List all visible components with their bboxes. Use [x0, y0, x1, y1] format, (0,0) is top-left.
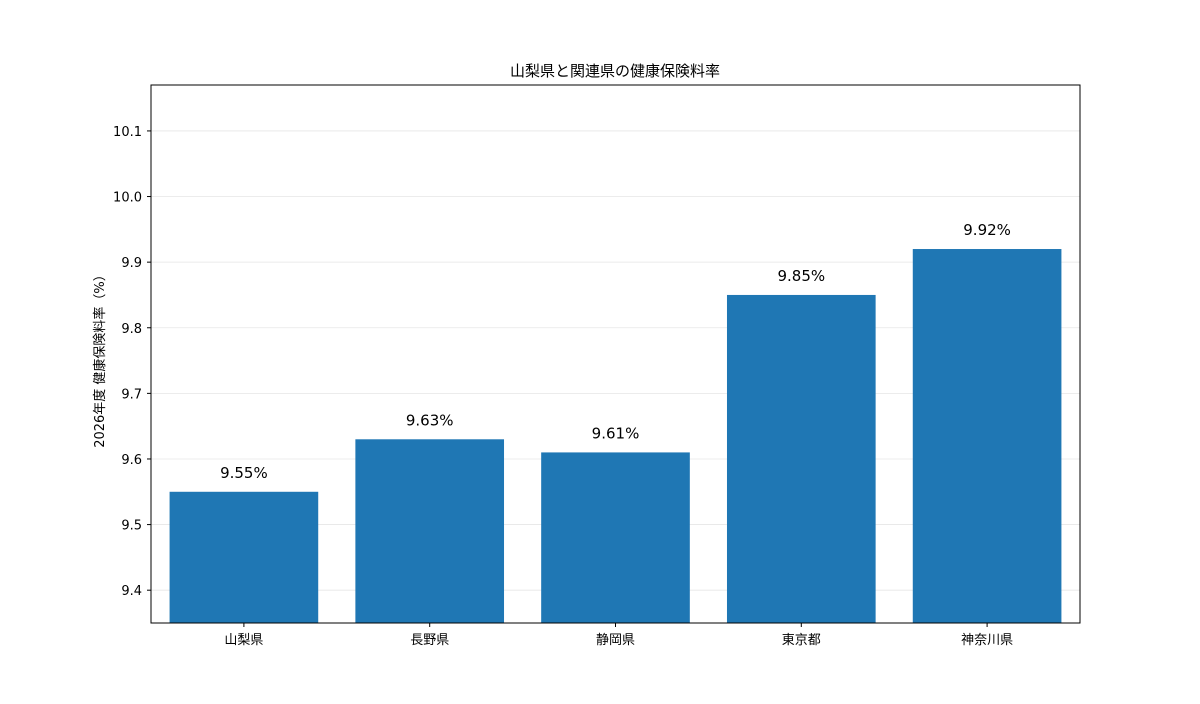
bar [912, 249, 1062, 623]
data-labels: 9.55% 9.63% 9.61% 9.85% 9.92% [220, 221, 1011, 482]
data-label: 9.61% [592, 424, 640, 442]
data-label: 9.63% [406, 411, 454, 429]
bar [169, 491, 319, 623]
y-tick-label: 9.8 [121, 322, 142, 337]
y-tick-label: 10.0 [113, 191, 142, 206]
bar [726, 294, 876, 623]
y-tick-label: 10.1 [113, 125, 142, 140]
y-tick-label: 9.7 [121, 387, 142, 402]
x-tick-label: 山梨県 [224, 633, 263, 648]
data-label: 9.85% [777, 267, 825, 285]
y-tick-label: 9.5 [121, 519, 142, 534]
x-tick-label: 長野県 [410, 633, 449, 648]
plot-area-frame [150, 84, 1081, 624]
x-axis-ticks: 山梨県 長野県 静岡県 東京都 神奈川県 [224, 623, 1013, 648]
bar [541, 452, 690, 623]
chart-title: 山梨県と関連県の健康保険料率 [510, 62, 720, 80]
x-tick-label: 東京都 [782, 632, 821, 648]
bars [169, 249, 1062, 623]
data-label: 9.92% [963, 221, 1011, 239]
y-tick-label: 9.6 [121, 453, 142, 468]
bar [355, 439, 505, 623]
y-axis-ticks: 9.4 9.5 9.6 9.7 9.8 9.9 10.0 10.1 [113, 125, 151, 599]
x-tick-label: 静岡県 [596, 633, 635, 648]
y-tick-label: 9.9 [121, 256, 142, 271]
x-tick-label: 神奈川県 [961, 633, 1013, 648]
y-axis-label: 2026年度 健康保険料率（%） [92, 268, 108, 448]
y-tick-label: 9.4 [121, 584, 142, 599]
data-label: 9.55% [220, 464, 268, 482]
